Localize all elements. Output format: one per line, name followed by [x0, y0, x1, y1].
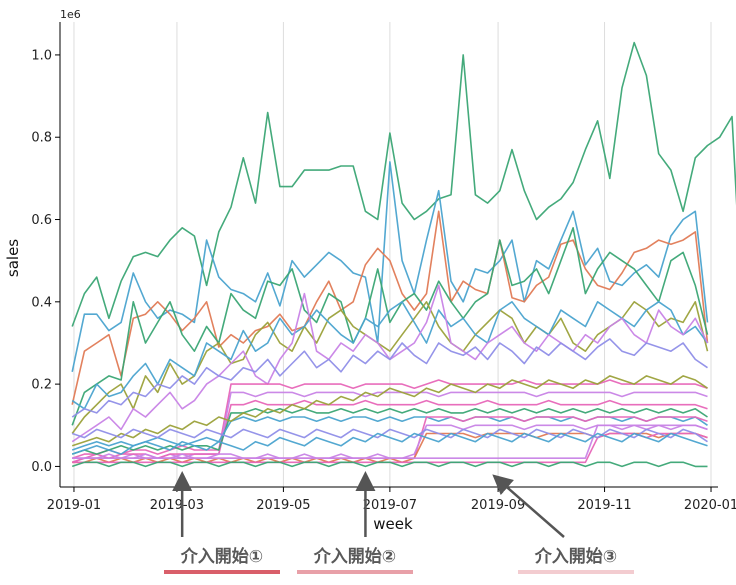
annotation-underline [518, 570, 634, 574]
y-tick-label: 1.0 [31, 48, 52, 63]
series-line-s6 [71, 300, 709, 410]
annotation-label: 介入開始② [313, 546, 396, 567]
y-tick-label: 0.0 [31, 460, 52, 475]
intervention-annotations: 介入開始① 介入開始② 介入開始③ [164, 471, 634, 574]
series-line-s18 [72, 424, 708, 460]
vertical-gridlines [73, 22, 712, 487]
y-tick-label: 0.8 [31, 131, 52, 146]
series-line-s1 [71, 41, 736, 327]
x-tick-label: 2019-03 [150, 498, 204, 513]
series-line-s11 [72, 399, 708, 460]
annotation-arrow [492, 474, 565, 538]
series-line-s4 [71, 227, 709, 426]
y-tick-label: 0.6 [31, 213, 52, 228]
x-tick-label: 2019-09 [471, 498, 525, 513]
y-ticks: 0.0 0.2 0.4 0.6 0.8 1.0 [31, 48, 60, 475]
x-ticks: 2019-01 2019-03 2019-05 2019-07 2019-09 2019-… [47, 487, 736, 513]
y-tick-label: 0.4 [31, 295, 52, 310]
series-line-s10 [71, 391, 708, 464]
annotation-underline [164, 570, 280, 574]
annotation-underline [297, 570, 413, 574]
y-tick-label: 0.2 [31, 378, 52, 393]
series-line-s19 [71, 375, 708, 447]
series-line-s9 [71, 379, 708, 459]
axes [59, 22, 718, 488]
x-tick-label: 2020-01 [684, 498, 736, 513]
x-axis-title: week [373, 515, 413, 533]
annotation-label: 介入開始③ [534, 546, 617, 567]
x-tick-label: 2019-07 [363, 498, 417, 513]
series-line-s22 [71, 432, 708, 455]
x-tick-label: 2019-05 [256, 498, 310, 513]
annotation-label: 介入開始① [180, 546, 263, 567]
x-tick-label: 2019-11 [577, 498, 631, 513]
series-line-s8 [71, 338, 708, 418]
y-axis-title: sales [4, 239, 22, 277]
series-line-s5 [71, 300, 709, 434]
x-tick-label: 2019-01 [47, 498, 101, 513]
y-scale-note: 1e6 [60, 8, 81, 21]
series-line-s2 [71, 161, 709, 372]
series-lines [71, 41, 736, 468]
series-line-s21 [71, 461, 708, 468]
series-line-s12 [71, 407, 708, 455]
